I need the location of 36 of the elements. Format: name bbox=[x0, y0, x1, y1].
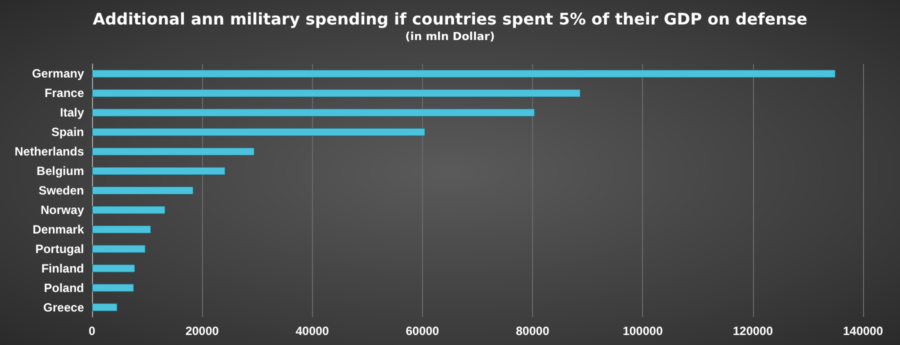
bar bbox=[92, 148, 254, 156]
x-tick-label: 0 bbox=[88, 324, 96, 338]
bar bbox=[92, 303, 118, 312]
bar bbox=[92, 264, 135, 272]
y-tick-label: Greece bbox=[43, 300, 84, 314]
x-tick-label: 60000 bbox=[406, 324, 440, 338]
y-tick-label: Norway bbox=[40, 202, 84, 217]
x-tick-label: 20000 bbox=[185, 324, 220, 338]
y-tick-label: Italy bbox=[60, 106, 84, 120]
bar bbox=[92, 70, 836, 78]
y-tick-label: Belgium bbox=[36, 164, 84, 178]
y-tick-label: Finland bbox=[41, 261, 84, 276]
bar bbox=[92, 89, 580, 98]
x-tick-label: 120000 bbox=[732, 324, 774, 338]
y-tick-label: Sweden bbox=[38, 184, 84, 198]
chart-title: Additional ann military spending if countries spent 5% of their GDP on defense bbox=[92, 10, 808, 28]
bar bbox=[92, 167, 226, 176]
y-tick-label: France bbox=[44, 86, 84, 100]
bar bbox=[92, 108, 535, 117]
y-tick-label: Spain bbox=[51, 125, 84, 140]
bar bbox=[92, 244, 146, 253]
bar bbox=[92, 225, 151, 234]
y-tick-label: Netherlands bbox=[14, 144, 84, 159]
chart-subtitle: (in mln Dollar) bbox=[405, 30, 495, 43]
bar bbox=[92, 186, 194, 194]
x-tick-label: 100000 bbox=[622, 324, 664, 338]
bar bbox=[92, 128, 426, 136]
y-tick-label: Portugal bbox=[35, 242, 84, 256]
x-tick-label: 140000 bbox=[842, 324, 884, 338]
bar bbox=[92, 284, 134, 292]
y-tick-label: Denmark bbox=[32, 222, 84, 236]
y-tick-label: Germany bbox=[32, 66, 84, 81]
bar bbox=[92, 206, 166, 214]
x-tick-label: 80000 bbox=[516, 324, 550, 338]
y-tick-label: Poland bbox=[44, 280, 84, 295]
x-tick-label: 40000 bbox=[296, 324, 330, 338]
